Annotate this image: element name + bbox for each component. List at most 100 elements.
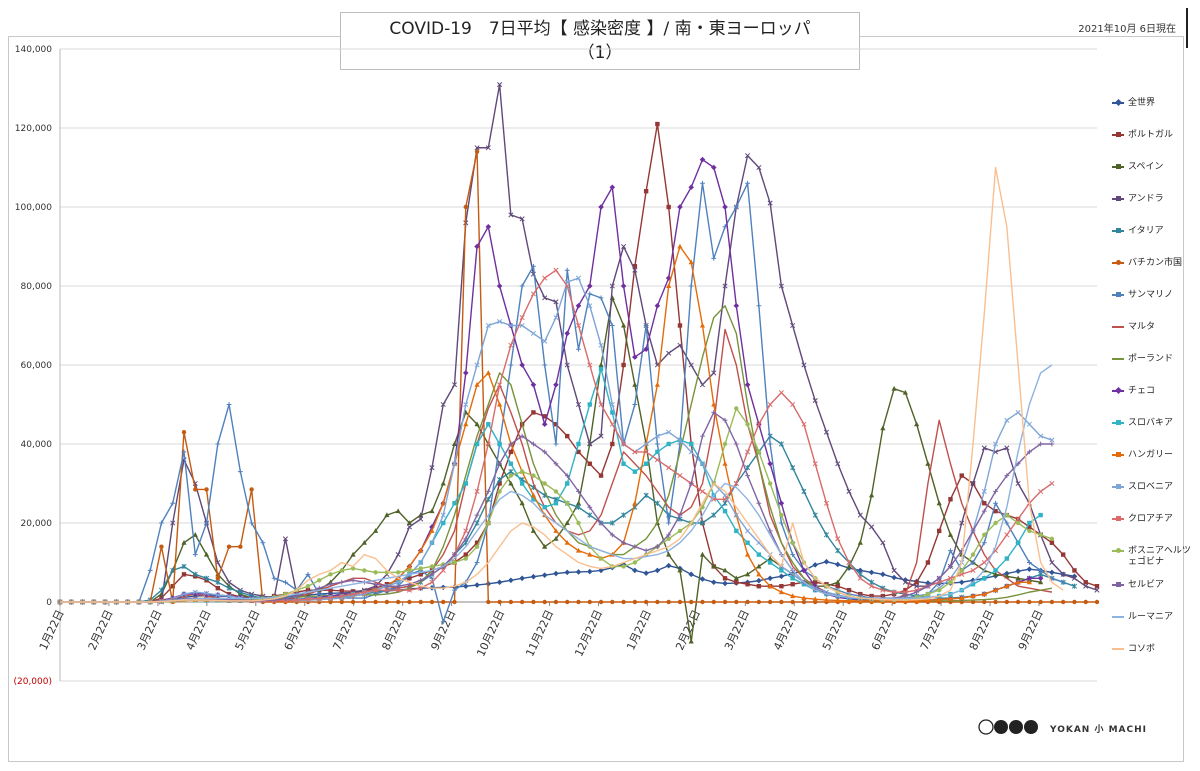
legend-label: バチカン市国 (1128, 258, 1183, 268)
brand-logo: YOKAN 小 MACHI (1050, 725, 1147, 735)
data-point (283, 596, 288, 602)
data-point (215, 576, 221, 581)
data-point (203, 551, 210, 557)
data-point (395, 599, 401, 605)
data-point (722, 500, 728, 506)
data-point (395, 583, 401, 589)
data-point (790, 599, 795, 605)
data-point (575, 275, 582, 281)
legend-label: サンマリノ (1128, 290, 1174, 300)
data-point (902, 579, 908, 585)
data-point (857, 567, 864, 574)
data-point (339, 568, 344, 573)
data-point (632, 449, 638, 455)
data-point (1049, 559, 1055, 566)
data-point (429, 571, 435, 577)
legend-label: ボスニアヘルツェゴビナ (1128, 546, 1191, 567)
legend-swatch (1112, 326, 1124, 328)
data-point (373, 528, 379, 533)
data-point (531, 473, 536, 478)
data-point (215, 592, 221, 598)
data-point (474, 512, 480, 518)
data-point (902, 389, 908, 395)
data-point (519, 433, 525, 439)
data-point (181, 539, 187, 545)
data-point (508, 473, 514, 478)
data-point (699, 156, 706, 163)
data-point (722, 580, 728, 587)
data-point (406, 587, 412, 593)
data-point (801, 567, 807, 574)
edge-bar (1186, 8, 1188, 48)
data-point (632, 354, 638, 360)
data-point (925, 597, 931, 603)
data-point (530, 492, 537, 498)
data-point (463, 552, 468, 557)
data-point (869, 579, 875, 585)
legend-marker (1116, 228, 1121, 233)
legend-marker (1116, 516, 1121, 521)
data-point (1027, 599, 1032, 605)
legend-marker (1116, 548, 1121, 553)
data-point (643, 323, 649, 328)
data-point (440, 567, 446, 573)
data-point (1038, 532, 1043, 538)
data-point (508, 441, 514, 447)
data-point (925, 560, 931, 565)
legend-label: コソボ (1128, 644, 1156, 654)
data-point (1060, 552, 1066, 557)
data-point (869, 583, 875, 589)
data-point (982, 599, 987, 605)
data-point (1015, 599, 1021, 605)
data-point (677, 567, 683, 573)
data-point (587, 402, 592, 407)
x-tick-label: 1月22日 (37, 608, 67, 652)
data-point (463, 556, 468, 561)
data-point (621, 441, 627, 447)
data-point (959, 595, 965, 601)
data-point (711, 410, 717, 415)
data-point (564, 473, 570, 478)
data-point (699, 322, 706, 328)
data-point (462, 370, 469, 376)
data-point (869, 524, 875, 530)
data-point (835, 579, 841, 585)
data-point (531, 410, 536, 415)
data-point (485, 322, 491, 329)
y-tick-label: 80,000 (21, 282, 53, 292)
data-point (632, 567, 638, 574)
data-point (677, 473, 683, 479)
data-point (226, 579, 232, 585)
data-point (958, 579, 965, 586)
data-point (418, 577, 424, 583)
data-point (474, 362, 480, 368)
data-point (260, 540, 266, 546)
data-point (485, 223, 492, 230)
data-point (621, 599, 626, 605)
data-point (508, 322, 514, 329)
data-point (1027, 524, 1032, 530)
data-point (734, 528, 739, 534)
data-point (778, 589, 784, 595)
data-point (823, 500, 830, 506)
data-point (350, 591, 356, 597)
data-point (316, 595, 322, 601)
data-point (666, 520, 672, 526)
data-point (902, 593, 908, 599)
data-point (621, 540, 626, 546)
data-point (744, 381, 751, 388)
data-point (305, 596, 311, 602)
data-point (587, 362, 593, 368)
data-point (722, 496, 728, 502)
legend-marker (1116, 452, 1121, 457)
data-point (801, 488, 807, 494)
data-point (733, 480, 739, 487)
data-point (395, 579, 401, 585)
data-point (655, 544, 660, 550)
data-point (936, 575, 942, 581)
data-point (643, 189, 649, 194)
data-point (474, 421, 480, 427)
data-point (655, 441, 660, 447)
data-point (406, 520, 413, 525)
data-point (666, 441, 671, 447)
